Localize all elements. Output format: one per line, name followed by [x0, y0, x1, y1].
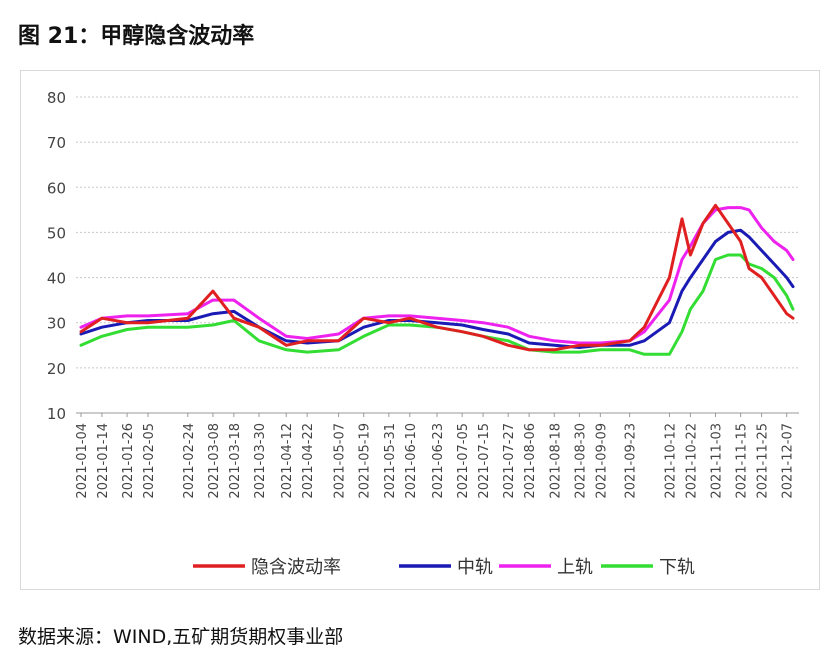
legend-label-4: 下轨	[659, 557, 695, 578]
x-tick-label: 2021-12-07	[781, 423, 796, 499]
x-tick-label: 2021-11-15	[735, 423, 750, 499]
y-tick-label: 40	[47, 270, 66, 288]
legend-label-3: 上轨	[557, 557, 593, 578]
x-tick-label: 2021-06-23	[431, 423, 446, 499]
x-tick-label: 2021-01-04	[75, 423, 90, 499]
x-tick-label: 2021-04-22	[301, 423, 316, 499]
x-tick-label: 2021-01-14	[96, 423, 111, 499]
x-tick-label: 2021-02-24	[182, 423, 197, 499]
figure-title: 图 21：甲醇隐含波动率	[18, 24, 255, 49]
x-tick-label: 2021-10-12	[663, 423, 678, 499]
y-tick-label: 50	[47, 224, 66, 242]
x-tick-label: 2021-07-27	[502, 423, 517, 499]
x-tick-label: 2021-08-18	[548, 423, 563, 499]
x-tick-label: 2021-04-12	[280, 423, 295, 499]
y-tick-label: 30	[47, 315, 66, 333]
x-tick-label: 2021-06-10	[404, 423, 419, 499]
series-line-2	[79, 228, 795, 349]
series-line-1	[79, 203, 795, 352]
chart-frame: 10 20 30 40 50 60 70 80 2021-01-04 2021-01-14 2021…	[20, 70, 820, 590]
implied-volatility-chart: 10 20 30 40 50 60 70 80 2021-01-04 2021-01-14 2021…	[47, 89, 799, 578]
x-tick-label: 2021-05-19	[358, 423, 373, 499]
x-tick-label: 2021-10-22	[684, 423, 699, 499]
x-tick-label: 2021-11-03	[710, 423, 725, 499]
x-tick-label: 2021-08-06	[523, 423, 538, 499]
y-tick-label: 60	[47, 179, 66, 197]
y-tick-label: 10	[47, 405, 66, 423]
series-line-3	[79, 206, 795, 345]
legend-label-1: 隐含波动率	[251, 557, 341, 578]
x-tick-label: 2021-08-30	[573, 423, 588, 499]
x-tick-label: 2021-01-26	[121, 423, 136, 499]
x-tick-label: 2021-02-05	[142, 423, 157, 499]
x-tick-label: 2021-03-18	[228, 423, 243, 499]
x-tick-label: 2021-09-09	[594, 423, 609, 499]
legend-label-2: 中轨	[457, 557, 493, 578]
series-line-4	[79, 253, 795, 356]
x-tick-label: 2021-11-25	[756, 423, 771, 499]
x-tick-label: 2021-03-30	[253, 423, 268, 499]
x-tick-label: 2021-03-08	[207, 423, 222, 499]
x-tick-label: 2021-05-31	[383, 423, 398, 499]
x-tick-label: 2021-07-15	[477, 423, 492, 499]
x-tick-label: 2021-07-05	[456, 423, 471, 499]
y-tick-label: 20	[47, 360, 66, 378]
source-note: 数据来源：WIND,五矿期货期权事业部	[18, 626, 344, 648]
y-tick-label: 80	[47, 89, 66, 107]
x-tick-label: 2021-05-07	[333, 423, 348, 499]
x-tick-label: 2021-09-23	[624, 423, 639, 499]
y-tick-label: 70	[47, 134, 66, 152]
